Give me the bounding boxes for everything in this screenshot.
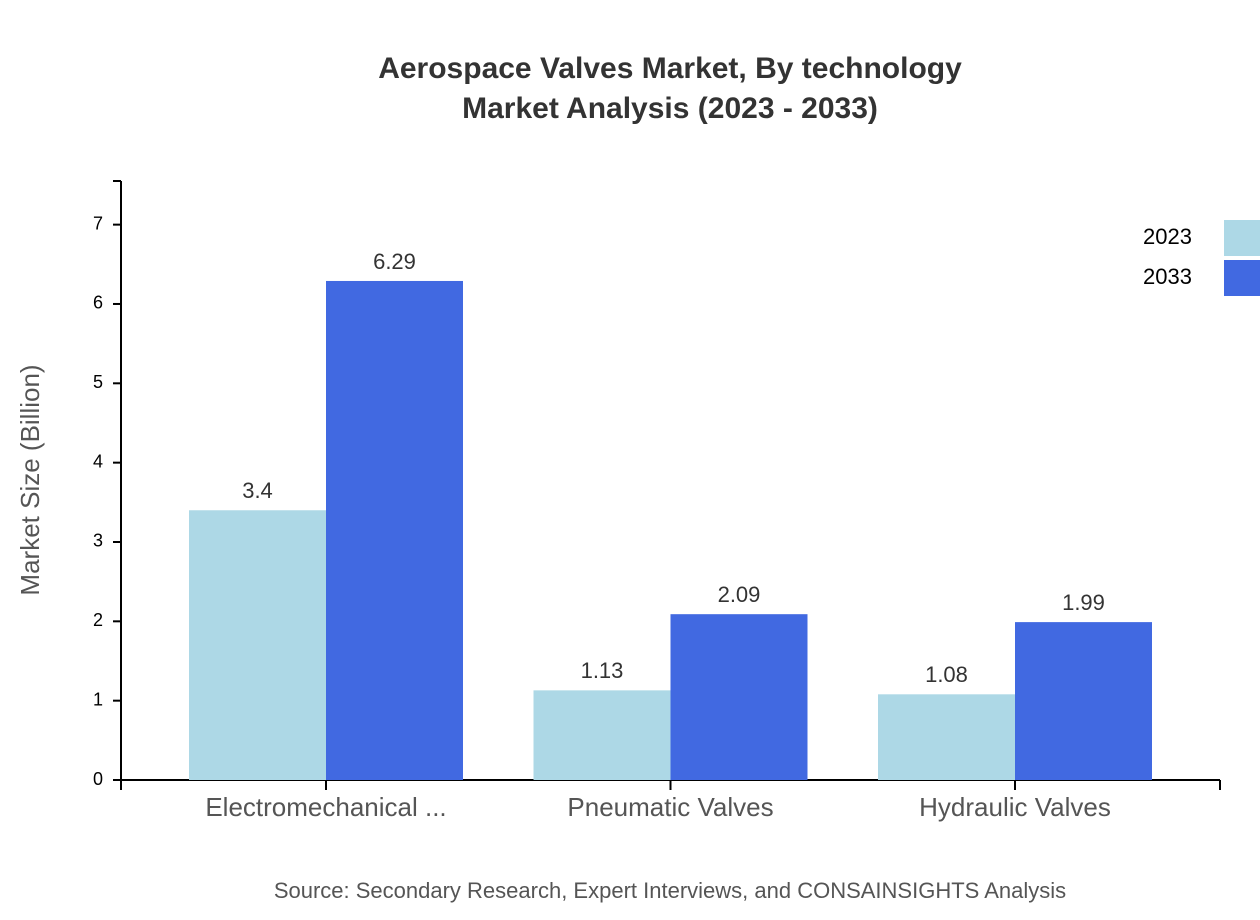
y-tick-label: 6 <box>93 293 103 313</box>
legend-swatch <box>1224 220 1260 256</box>
value-label: 1.13 <box>581 658 624 683</box>
value-label: 1.08 <box>925 662 968 687</box>
x-tick-label: Hydraulic Valves <box>919 792 1111 822</box>
chart-title: Aerospace Valves Market, By technology <box>378 52 962 85</box>
x-tick-label: Pneumatic Valves <box>567 792 773 822</box>
bar <box>189 510 326 780</box>
value-label: 6.29 <box>373 249 416 274</box>
value-label: 2.09 <box>718 582 761 607</box>
bar <box>326 280 463 780</box>
legend-label: 2023 <box>1143 224 1192 249</box>
source-note: Source: Secondary Research, Expert Inter… <box>274 878 1066 903</box>
value-label: 3.4 <box>242 478 273 503</box>
x-tick-label: Electromechanical ... <box>205 792 446 822</box>
y-axis-label: Market Size (Billion) <box>15 364 45 595</box>
legend-label: 2033 <box>1143 264 1192 289</box>
bar <box>533 690 671 780</box>
legend-swatch <box>1224 260 1260 296</box>
y-tick-label: 7 <box>93 213 103 233</box>
y-tick-label: 3 <box>93 531 103 551</box>
value-label: 1.99 <box>1062 590 1105 615</box>
y-tick-label: 5 <box>93 372 103 392</box>
y-tick-label: 0 <box>93 769 103 789</box>
bar <box>1015 622 1152 780</box>
y-tick-label: 2 <box>93 610 103 630</box>
chart-subtitle: Market Analysis (2023 - 2033) <box>462 92 878 125</box>
bar <box>670 614 808 780</box>
y-tick-label: 1 <box>93 689 103 709</box>
y-tick-label: 4 <box>93 451 103 471</box>
bar <box>878 694 1015 780</box>
